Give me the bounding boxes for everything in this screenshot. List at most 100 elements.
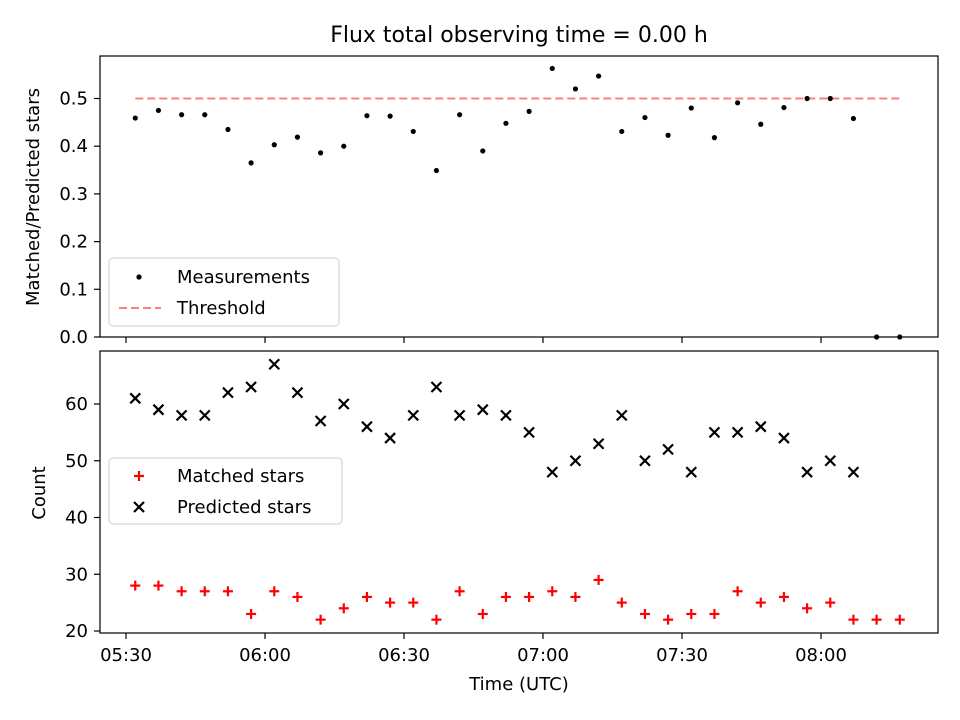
predicted-stars-point xyxy=(569,454,582,467)
predicted-stars-point xyxy=(801,466,813,478)
count-y-axis-label: Count xyxy=(29,466,50,519)
matched-stars-point xyxy=(315,614,326,625)
measurement-point xyxy=(503,120,509,126)
predicted-stars-point xyxy=(523,426,535,439)
measurement-point xyxy=(433,167,440,174)
count-x-tick-label: 06:30 xyxy=(378,645,430,666)
count-y-tick-label: 40 xyxy=(65,508,88,529)
ratio-plot-frame xyxy=(99,55,939,338)
matched-stars-point xyxy=(778,591,789,602)
measurement-point xyxy=(711,135,718,141)
count-legend-box xyxy=(108,457,343,525)
predicted-stars-point xyxy=(592,437,605,450)
measurement-point xyxy=(642,114,648,121)
predicted-stars-point xyxy=(175,409,188,422)
measurement-point xyxy=(850,115,857,122)
matched-stars-point xyxy=(616,597,627,608)
count-y-tick-label: 60 xyxy=(65,394,88,415)
ratio-y-tick-label: 0.1 xyxy=(59,279,88,300)
count-legend: Matched stars Predicted stars xyxy=(108,457,343,525)
matched-stars-point xyxy=(825,597,836,608)
matched-stars-point xyxy=(686,608,697,619)
matched-stars-point xyxy=(547,586,558,597)
matched-stars-point xyxy=(176,586,187,597)
measurement-point xyxy=(155,107,162,114)
matched-stars-point xyxy=(477,608,488,619)
matched-stars-point xyxy=(269,586,280,597)
measurement-point xyxy=(549,65,555,72)
legend-matched-label: Matched stars xyxy=(177,466,304,487)
matched-stars-point xyxy=(222,586,233,597)
ratio-plot: 0.0 0.1 0.2 0.3 0.4 0.5 xyxy=(59,65,903,348)
measurement-point xyxy=(480,148,486,154)
count-x-tick-label: 05:30 xyxy=(100,645,152,666)
count-y-tick-label: 30 xyxy=(65,564,88,585)
matched-stars-point xyxy=(755,597,766,608)
ratio-y-axis-label: Matched/Predicted stars xyxy=(23,88,44,306)
predicted-stars-point xyxy=(453,409,466,422)
measurement-point xyxy=(294,134,301,140)
matched-stars-point xyxy=(570,591,581,602)
predicted-stars-point xyxy=(754,420,767,433)
predicted-stars-point xyxy=(430,381,443,393)
count-y-tick-label: 20 xyxy=(65,621,88,642)
ratio-legend-box xyxy=(108,257,340,327)
legend-predicted-marker xyxy=(133,501,145,513)
measurement-point xyxy=(364,113,370,119)
matched-stars-point xyxy=(153,580,164,591)
measurement-point xyxy=(248,160,254,166)
ratio-y-tick-label: 0.5 xyxy=(59,89,88,110)
legend-measurements-marker xyxy=(136,274,142,280)
predicted-stars-point xyxy=(824,454,837,467)
predicted-stars-point xyxy=(314,415,327,427)
matched-stars-point xyxy=(500,591,511,602)
predicted-stars-point xyxy=(152,403,165,416)
count-plot-frame xyxy=(99,350,939,634)
matched-stars-point xyxy=(663,614,674,625)
count-y-tick-label: 50 xyxy=(65,451,88,472)
predicted-stars-point xyxy=(129,392,142,405)
predicted-stars-point xyxy=(778,432,790,444)
measurement-point xyxy=(225,126,231,133)
measurement-point xyxy=(827,95,833,102)
predicted-stars-point xyxy=(245,381,257,393)
measurement-point xyxy=(665,132,671,138)
predicted-stars-point xyxy=(662,443,674,456)
predicted-stars-point xyxy=(615,409,628,422)
matched-stars-point xyxy=(408,597,419,608)
predicted-stars-point xyxy=(708,426,721,439)
matched-stars-point xyxy=(524,591,535,602)
matched-stars-point xyxy=(871,614,882,625)
count-x-tick-label: 07:00 xyxy=(517,645,569,666)
chart-title: Flux total observing time = 0.00 h xyxy=(330,23,708,48)
matched-stars-point xyxy=(385,597,396,608)
measurement-point xyxy=(758,121,764,127)
measurement-point xyxy=(341,143,347,149)
count-plot: 20 30 40 50 60 05:30 06:00 06:30 07:00 07:30 08:00 xyxy=(65,358,905,666)
predicted-stars-point xyxy=(685,466,698,478)
ratio-y-tick-label: 0.3 xyxy=(59,184,88,205)
predicted-stars-point xyxy=(222,386,234,399)
legend-threshold-label: Threshold xyxy=(176,298,266,319)
matched-stars-point xyxy=(848,614,859,625)
ratio-y-tick-label: 0.2 xyxy=(59,232,88,253)
predicted-stars-point xyxy=(291,386,304,399)
predicted-stars-point xyxy=(731,426,744,439)
matched-stars-point xyxy=(361,591,372,602)
predicted-stars-point xyxy=(384,432,396,444)
measurement-point xyxy=(688,105,694,111)
predicted-stars-point xyxy=(847,466,860,478)
measurement-point xyxy=(781,104,787,111)
predicted-stars-point xyxy=(476,403,489,416)
predicted-stars-point xyxy=(198,409,211,422)
matched-stars-point xyxy=(338,603,349,614)
measurement-point xyxy=(804,95,810,102)
predicted-stars-point xyxy=(361,420,373,433)
matched-stars-point xyxy=(593,574,604,585)
measurement-point xyxy=(596,73,602,79)
measurement-point xyxy=(526,108,532,114)
matched-stars-point xyxy=(709,608,720,619)
ratio-y-tick-label: 0.0 xyxy=(59,327,88,348)
matched-stars-point xyxy=(431,614,442,625)
matched-stars-point xyxy=(802,603,813,614)
